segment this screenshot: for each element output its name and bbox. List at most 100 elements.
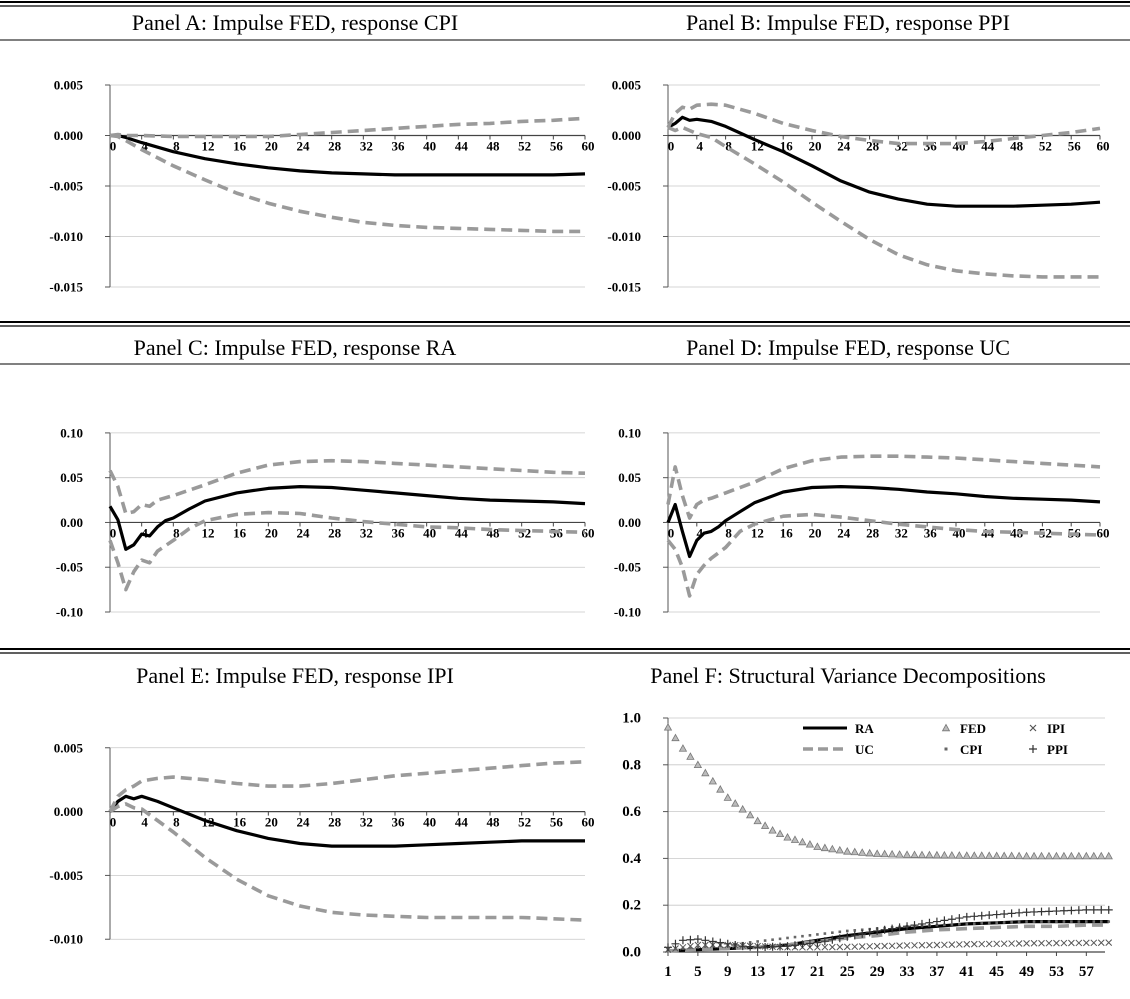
- x-tick-label: 24: [837, 525, 851, 540]
- marker-ipi: [1053, 939, 1060, 947]
- marker-ppi: [1104, 905, 1113, 914]
- marker-fed: [1037, 851, 1046, 860]
- y-tick-label: 0.000: [54, 804, 83, 819]
- marker-cpi: [831, 931, 834, 934]
- marker-fed: [1029, 851, 1039, 860]
- y-tick-label: -0.005: [49, 179, 83, 194]
- marker-ppi: [903, 922, 912, 931]
- marker-ppi: [686, 935, 695, 944]
- x-tick-label: 16: [233, 815, 247, 830]
- marker-cpi: [808, 934, 812, 937]
- marker-fed: [798, 837, 807, 846]
- marker-ipi: [933, 941, 941, 949]
- marker-cpi: [943, 923, 946, 927]
- series-line-lower: [109, 802, 586, 922]
- marker-fed: [1052, 851, 1061, 860]
- series-line-upper: [108, 458, 586, 516]
- x-tick-label: 16: [233, 525, 247, 540]
- marker-cpi: [965, 922, 969, 926]
- marker-fed: [895, 850, 904, 858]
- marker-ppi: [1015, 908, 1024, 917]
- series-line-estimate: [108, 485, 586, 551]
- y-tick-label: -0.010: [49, 229, 83, 244]
- marker-ipi: [1068, 939, 1075, 947]
- marker-ipi: [701, 941, 709, 949]
- marker-ppi: [1067, 906, 1076, 915]
- marker-fed: [1074, 851, 1084, 860]
- marker-ipi: [993, 940, 1001, 948]
- marker-ipi: [881, 942, 888, 950]
- x-tick-label: 48: [487, 139, 501, 154]
- marker-ppi: [932, 917, 941, 926]
- marker-ipi: [926, 941, 933, 949]
- legend-label-ipi: IPI: [1047, 721, 1065, 736]
- x-tick-label: 8: [173, 139, 180, 154]
- marker-fed: [835, 845, 844, 854]
- y-tick-label: 0.2: [622, 898, 641, 914]
- marker-fed: [1022, 851, 1031, 860]
- marker-fed: [738, 804, 747, 813]
- x-tick-label: 16: [780, 139, 794, 154]
- x-tick-label: 8: [725, 139, 732, 154]
- marker-cpi: [860, 928, 864, 932]
- marker-ppi: [1074, 906, 1083, 915]
- marker-ppi: [768, 942, 777, 951]
- marker-ipi: [1030, 939, 1038, 947]
- marker-cpi: [1040, 920, 1043, 923]
- marker-ppi: [880, 925, 889, 934]
- marker-fed: [970, 851, 979, 859]
- y-tick-label: -0.05: [614, 560, 642, 575]
- marker-fed: [887, 849, 897, 858]
- x-tick-label: 32: [895, 525, 908, 540]
- marker-cpi: [704, 945, 707, 949]
- x-tick-label: 56: [550, 139, 564, 154]
- x-tick-label: 48: [1010, 525, 1024, 540]
- marker-fed: [910, 850, 919, 858]
- x-tick-label: 36: [392, 139, 406, 154]
- marker-ipi: [1023, 939, 1030, 947]
- x-tick-label: 29: [870, 964, 885, 980]
- marker-ipi: [911, 941, 918, 949]
- panel-c: Panel C: Impulse FED, response RA 0.10 0.0…: [56, 335, 595, 620]
- marker-fed: [917, 850, 927, 859]
- marker-fed: [1007, 851, 1016, 860]
- marker-ppi: [910, 921, 919, 930]
- marker-fed: [760, 821, 770, 829]
- marker-cpi: [1047, 920, 1051, 923]
- marker-ppi: [798, 940, 807, 949]
- marker-ppi: [873, 926, 882, 935]
- x-tick-label: 8: [725, 525, 732, 540]
- x-tick-label: 0: [110, 815, 117, 830]
- panel-a: Panel A: Impulse FED, response CPI 0.005 0…: [49, 10, 594, 295]
- marker-ppi: [1082, 905, 1091, 914]
- y-tick-label: -0.05: [56, 560, 84, 575]
- y-tick-label: 0.005: [54, 78, 84, 93]
- marker-fed: [753, 816, 762, 825]
- marker-fed: [932, 850, 942, 859]
- marker-cpi: [950, 923, 954, 926]
- marker-ppi: [1030, 907, 1039, 916]
- x-tick-label: 17: [780, 964, 796, 980]
- y-tick-label: 0.4: [622, 851, 641, 867]
- marker-cpi: [1025, 920, 1028, 923]
- x-tick-label: 40: [423, 139, 436, 154]
- series-line-estimate: [110, 133, 586, 177]
- y-tick-label: -0.010: [607, 229, 641, 244]
- panel-e: Panel E: Impulse FED, response IPI 0.005 0…: [49, 663, 594, 947]
- marker-ppi: [761, 943, 770, 952]
- marker-ppi: [738, 942, 747, 951]
- marker-ppi: [723, 939, 732, 948]
- marker-cpi: [696, 946, 700, 949]
- marker-ipi: [1075, 939, 1083, 947]
- marker-ppi: [671, 939, 680, 948]
- x-tick-label: 60: [1097, 525, 1110, 540]
- x-tick-label: 40: [423, 815, 436, 830]
- marker-ipi: [978, 940, 986, 948]
- marker-cpi: [793, 935, 797, 939]
- x-tick-label: 1: [664, 964, 672, 980]
- marker-ipi: [970, 940, 978, 948]
- panel-b: Panel B: Impulse FED, response PPI 0.005 0…: [607, 10, 1109, 295]
- marker-ipi: [672, 945, 679, 952]
- marker-cpi: [995, 921, 998, 925]
- x-tick-label: 48: [1010, 139, 1024, 154]
